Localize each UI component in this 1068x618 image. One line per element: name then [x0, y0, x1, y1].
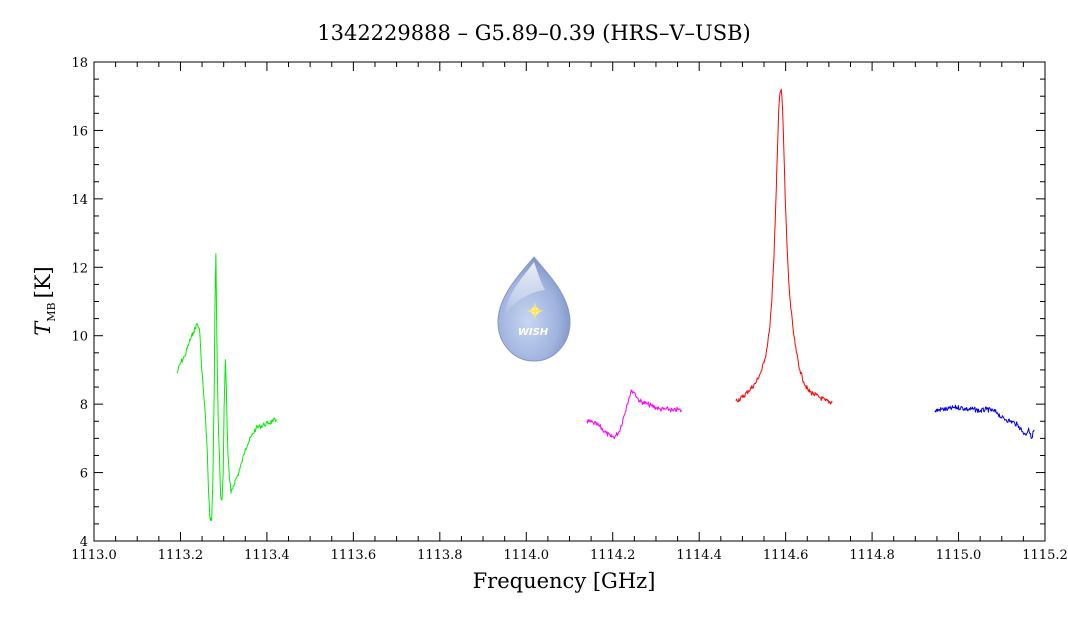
x-tick-label: 1113.6: [331, 548, 377, 563]
svg-text:TMB[K]: TMB [K]: [31, 266, 58, 335]
y-tick-label: 6: [80, 467, 88, 482]
x-tick-label: 1114.4: [676, 548, 722, 563]
x-tick-label: 1114.8: [849, 548, 895, 563]
x-tick-label: 1115.0: [936, 548, 982, 563]
x-tick-label: 1113.4: [244, 548, 290, 563]
logo-text: WISH: [518, 327, 549, 338]
series-layer: [176, 88, 1035, 521]
series-line-1: [176, 253, 277, 521]
y-tick-label: 14: [71, 193, 88, 208]
series-line-4: [934, 404, 1035, 439]
plot-frame: [93, 61, 1046, 542]
y-tick-label: 12: [71, 261, 88, 276]
x-tick-label: 1113.2: [158, 548, 204, 563]
x-tick-labels: 1113.0 1113.2 1113.4 1113.6 1113.8 1114.0 1114…: [71, 548, 1068, 563]
x-axis-label: Frequency [GHz]: [473, 569, 656, 593]
y-axis-subscript: MB: [45, 302, 58, 321]
y-axis-unit: [K]: [31, 266, 55, 298]
x-tick-label: 1115.2: [1022, 548, 1068, 563]
x-tick-label: 1114.0: [504, 548, 550, 563]
chart-title: 1342229888 – G5.89–0.39 (HRS–V–USB): [317, 21, 751, 45]
y-tick-label: 16: [71, 124, 88, 139]
x-tick-label: 1113.0: [71, 548, 117, 563]
series-line-3: [735, 88, 833, 405]
x-tick-label: 1114.2: [590, 548, 636, 563]
y-tick-label: 8: [80, 398, 88, 413]
y-tick-labels: 4 6 8 10 12 14 16 18: [71, 56, 88, 550]
y-tick-label: 10: [71, 330, 88, 345]
wish-logo: WISH: [497, 256, 571, 362]
y-axis-symbol: T: [31, 320, 55, 336]
series-line-2: [586, 389, 683, 440]
drop-highlight: [505, 262, 545, 315]
x-tick-label: 1113.8: [417, 548, 463, 563]
axis-ticks: [93, 61, 1046, 542]
y-tick-label: 4: [80, 535, 88, 550]
y-tick-label: 18: [71, 56, 88, 71]
y-axis-label: TMB [K]: [31, 266, 58, 335]
x-tick-label: 1114.6: [763, 548, 809, 563]
sun-star-icon: [526, 302, 544, 320]
